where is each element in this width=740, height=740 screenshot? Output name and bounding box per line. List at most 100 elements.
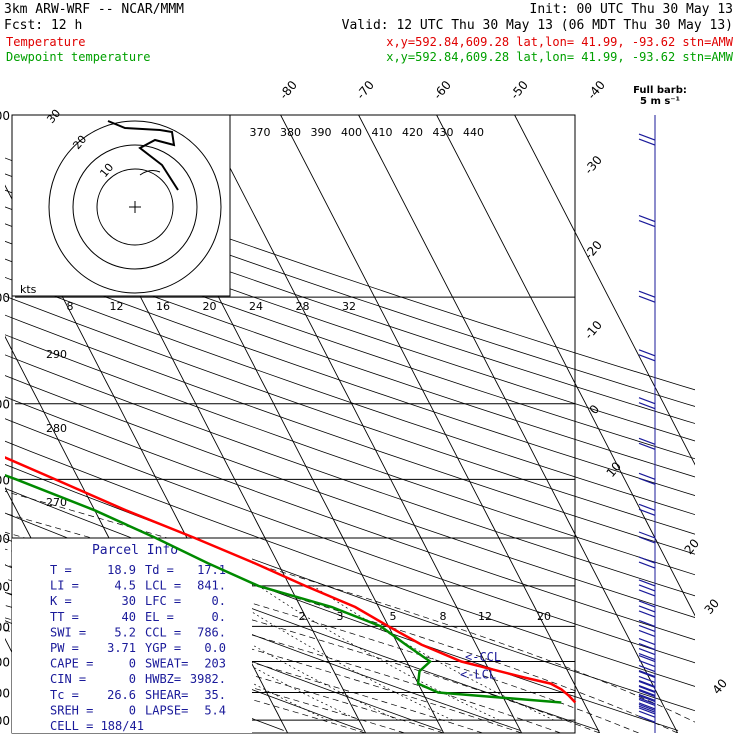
dry-adiabat-line — [5, 189, 695, 424]
parcel-label: LAPSE= — [145, 703, 188, 717]
wind-barb-flag — [638, 695, 656, 703]
forecast-hour: Fcst: 12 h — [4, 18, 82, 33]
hodograph-frame — [11, 114, 231, 297]
parcel-value: 0 — [129, 703, 136, 717]
wind-barb-flag — [638, 664, 656, 673]
dewpoint-trace — [5, 473, 562, 704]
isotherm-tick-label: 30 — [702, 596, 723, 617]
wind-barb — [638, 697, 656, 715]
parcel-label: LI = — [50, 579, 79, 593]
theta-label: 440 — [463, 126, 484, 139]
parcel-label: SHEAR= — [145, 688, 188, 702]
isotherm-tick-label: 10 — [604, 459, 625, 480]
wind-barb-flag — [638, 536, 656, 544]
parcel-value: 17.1 — [197, 563, 226, 577]
wind-barb-flag — [638, 610, 656, 618]
parcel-value: 3.71 — [107, 641, 136, 655]
wind-barb-flag — [638, 295, 656, 303]
parcel-label: PW = — [50, 641, 79, 655]
parcel-box — [12, 538, 252, 733]
mixing-ratio-label: 20 — [537, 610, 551, 623]
wind-barb — [638, 688, 656, 711]
isotherm-tick-label: -60 — [431, 78, 454, 102]
dry-adiabat-line — [5, 314, 695, 555]
pressure-tick-label: 700 — [0, 620, 10, 634]
barb-legend-title: Full barb: — [633, 85, 687, 96]
parcel-value: 26.6 — [107, 688, 136, 702]
wind-barb — [638, 349, 656, 362]
isotherm-line — [202, 115, 523, 733]
wind-barb-flag — [638, 605, 656, 613]
pressure-tick-label: 400 — [0, 473, 10, 487]
pressure-tick-label: 1000 — [0, 714, 10, 728]
wind-barb — [638, 531, 656, 544]
wind-barb — [638, 215, 656, 228]
wind-barb — [638, 579, 656, 597]
isotherm-tick-label: -10 — [582, 318, 605, 342]
dry-adiabat-line — [5, 258, 695, 496]
mixing-ratio-label: 3 — [337, 610, 344, 623]
lcl-marker: <-LCL — [460, 668, 496, 682]
wind-barb-flag — [638, 669, 656, 678]
sounding-traces — [5, 456, 577, 704]
hodograph-ring — [48, 120, 222, 294]
wind-barb — [638, 556, 656, 569]
isotherm-tick-label: -80 — [277, 78, 300, 102]
wind-barb-flag — [638, 702, 656, 710]
wind-scale-label: 32 — [342, 300, 356, 313]
wind-barb-flag — [638, 354, 656, 362]
parcel-label: YGP = — [145, 641, 181, 655]
theta-label: 410 — [372, 126, 393, 139]
hodograph-ring — [96, 168, 174, 246]
isotherm-tick-label: -50 — [508, 78, 531, 102]
wind-barb — [638, 503, 656, 516]
mixing-ratio-label: 8 — [440, 610, 447, 623]
wind-barb — [638, 705, 656, 723]
parcel-label: LFC = — [145, 594, 181, 608]
pressure-tick-label: 300 — [0, 398, 10, 412]
isotherm-line — [436, 115, 695, 617]
dry-adiabat-line — [5, 276, 695, 516]
wind-barb — [638, 600, 656, 618]
dry-adiabat-line — [5, 440, 695, 687]
wind-barb-flag — [638, 397, 656, 405]
legend-dewpoint: Dewpoint temperature — [6, 50, 151, 64]
valid-time: Valid: 12 UTC Thu 30 May 13 (06 MDT Thu … — [342, 18, 733, 33]
parcel-value: 203 — [204, 657, 226, 671]
wind-barb — [638, 654, 656, 678]
parcel-value: 0.0 — [204, 641, 226, 655]
wind-barb-flag — [638, 561, 656, 569]
wind-barb-flag — [638, 215, 656, 223]
parcel-label: Tc = — [50, 688, 79, 702]
wind-barbs — [638, 115, 656, 733]
wind-barb-flag — [638, 685, 656, 694]
dry-adiabat-line — [5, 396, 695, 641]
theta-label: 400 — [341, 126, 362, 139]
wind-barb-flag — [638, 503, 656, 511]
theta-label: 370 — [250, 126, 271, 139]
isotherm-line — [46, 115, 367, 733]
isotherm-tick-label: 40 — [710, 676, 731, 697]
theta-label: 430 — [433, 126, 454, 139]
parcel-value: 18.9 — [107, 563, 136, 577]
parcel-label: TT = — [50, 610, 79, 624]
wind-barb-flag — [638, 556, 656, 564]
parcel-value: 0. — [212, 610, 226, 624]
wind-barb — [638, 133, 656, 146]
pressure-tick-label: 500 — [0, 532, 10, 546]
pressure-tick-label: 900 — [0, 686, 10, 700]
theta-label: 420 — [402, 126, 423, 139]
wind-barb-flag — [638, 638, 656, 646]
parcel-value: 5.4 — [204, 703, 226, 717]
parcel-info-title: Parcel Info — [92, 543, 178, 558]
isotherm-tick-label: -70 — [354, 78, 377, 102]
isotherm-line — [514, 115, 695, 466]
wind-barb-flag — [638, 290, 656, 298]
parcel-label: SREH = — [50, 703, 93, 717]
wind-barb-flag — [638, 133, 656, 141]
theta-label: 280 — [46, 422, 67, 435]
wind-barb-flag — [638, 690, 656, 698]
wind-barb — [638, 290, 656, 303]
